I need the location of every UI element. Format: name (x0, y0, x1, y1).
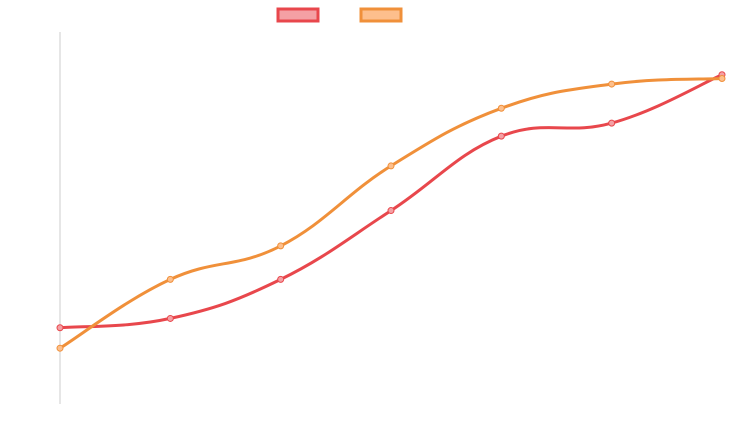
series-1-point-1[interactable] (56, 324, 64, 332)
series-2-point-1[interactable] (56, 344, 64, 352)
series-1-point-2[interactable] (166, 314, 174, 322)
legend-swatch-2[interactable] (359, 7, 403, 23)
series-1-point-5[interactable] (497, 132, 505, 140)
series-1-point-3[interactable] (277, 275, 285, 283)
series-2-point-7[interactable] (718, 75, 726, 82)
series-2-point-6[interactable] (608, 80, 616, 88)
series-layer (56, 71, 726, 352)
series-2-point-2[interactable] (166, 275, 174, 283)
series-1-point-6[interactable] (608, 119, 616, 127)
series-2-point-5[interactable] (497, 104, 505, 112)
series-2-point-4[interactable] (387, 162, 395, 170)
legend-swatch-1[interactable] (276, 7, 320, 23)
series-1-point-4[interactable] (387, 207, 395, 215)
series-2-point-3[interactable] (277, 242, 285, 250)
legend[interactable] (276, 7, 403, 23)
series-line-1 (59, 73, 723, 330)
